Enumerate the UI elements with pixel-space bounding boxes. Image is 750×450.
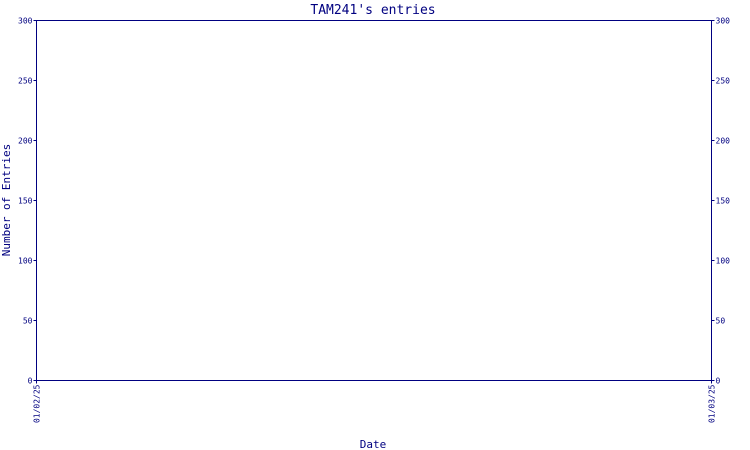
- x-tick-label: 01/02/25: [33, 384, 42, 423]
- y-tick-label-right: 200: [716, 137, 731, 146]
- x-axis: 01/02/25 01/03/25: [33, 380, 717, 423]
- y-tick-label-left: 50: [23, 317, 33, 326]
- y-axis-title: Number of Entries: [0, 144, 13, 257]
- y-tick-label-left: 100: [18, 257, 33, 266]
- y-tick-label-right: 150: [716, 197, 731, 206]
- y-tick-label-right: 0: [716, 377, 721, 386]
- y-tick-label-right: 300: [716, 17, 731, 26]
- y-tick-label-left: 250: [18, 77, 33, 86]
- y-tick-label-left: 0: [28, 377, 33, 386]
- y-tick-label-right: 50: [716, 317, 726, 326]
- y-tick-label-left: 300: [18, 17, 33, 26]
- plot-frame: [36, 20, 712, 381]
- y-axis-left: 0 50 100 150 200 250 300: [18, 17, 37, 386]
- x-tick-label: 01/03/25: [708, 384, 717, 423]
- y-axis-right: 0 50 100 150 200 250 300: [711, 17, 731, 386]
- y-tick-label-left: 200: [18, 137, 33, 146]
- y-tick-label-right: 250: [716, 77, 731, 86]
- chart-title: TAM241's entries: [310, 3, 435, 18]
- y-tick-label-left: 150: [18, 197, 33, 206]
- y-tick-label-right: 100: [716, 257, 731, 266]
- x-axis-title: Date: [360, 438, 387, 450]
